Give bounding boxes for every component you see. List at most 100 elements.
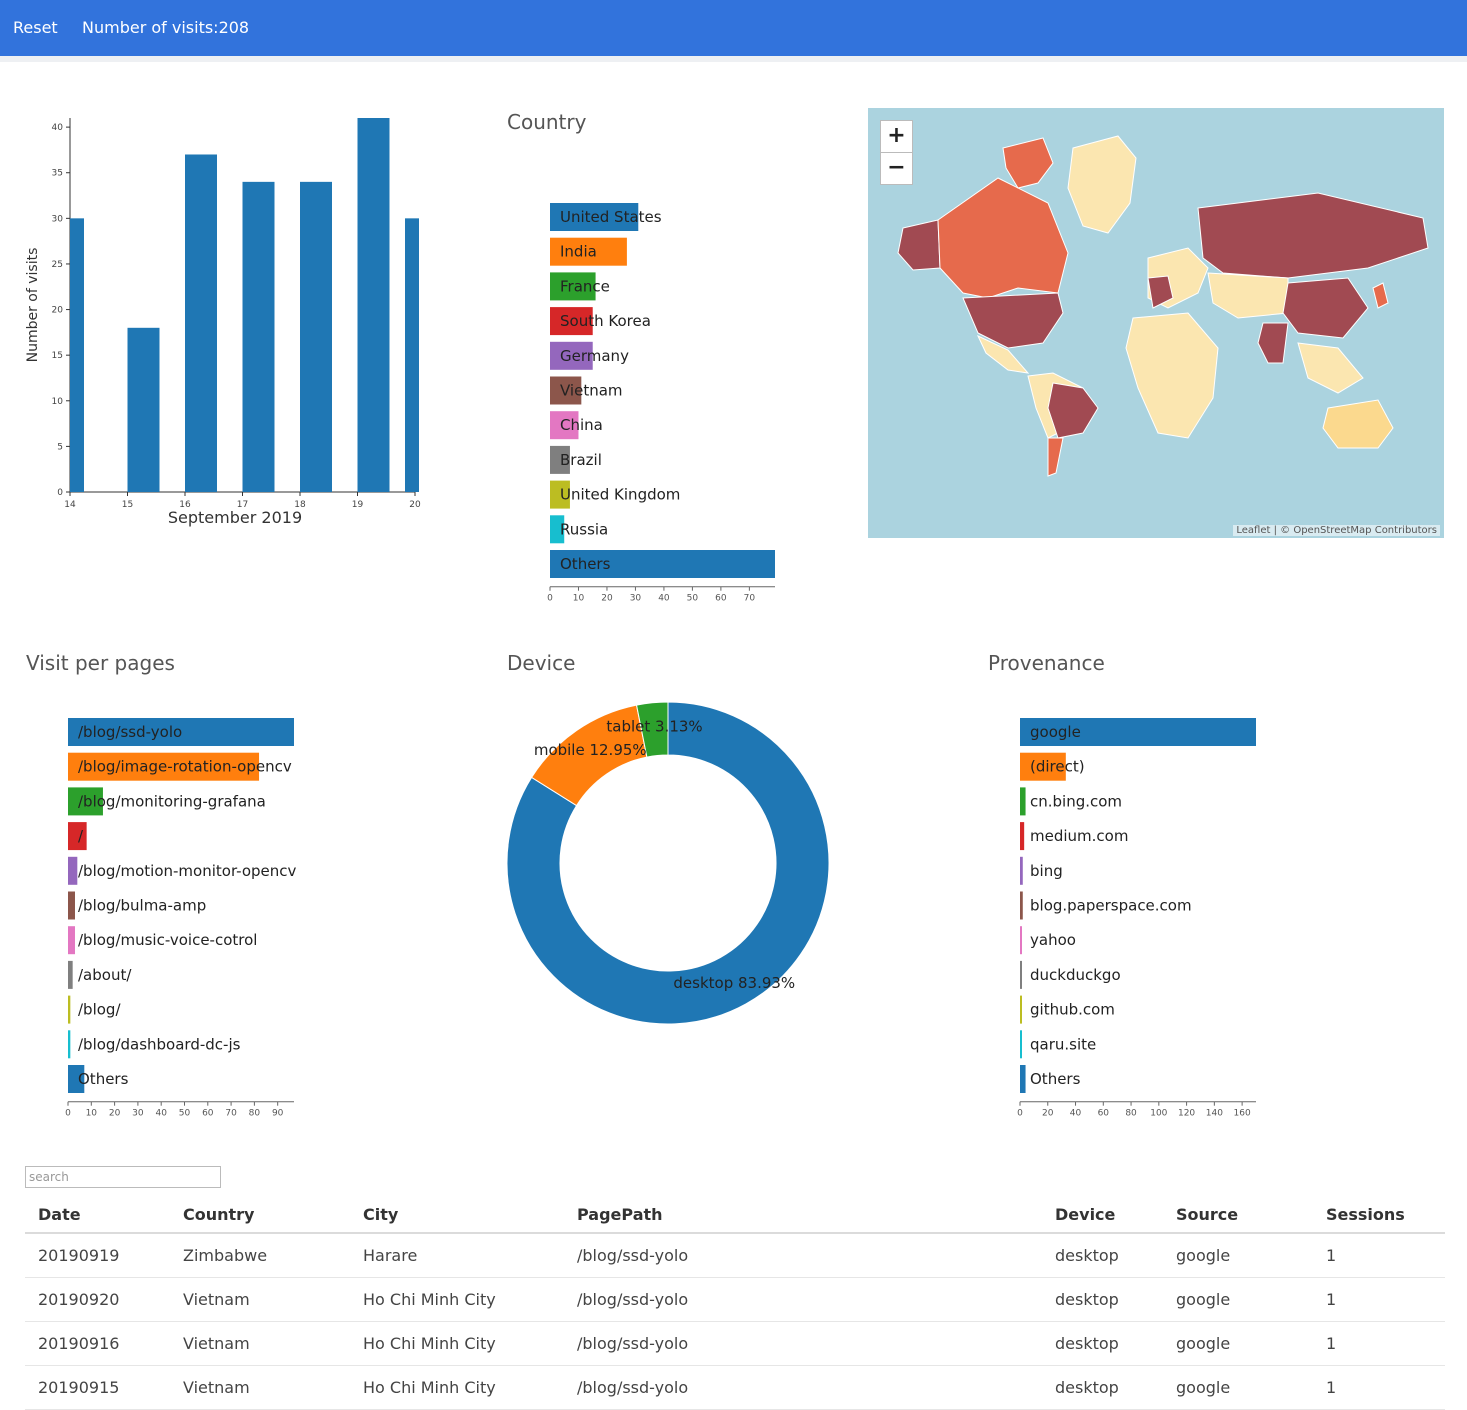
row-bar — [68, 856, 78, 885]
cell-date: 20190920 — [25, 1277, 170, 1322]
map-shapes — [897, 135, 1429, 477]
row-label: /blog/ssd-yolo — [78, 723, 182, 741]
row-bar — [550, 480, 570, 509]
cell-source: google — [1163, 1321, 1313, 1366]
x-axis-label: September 2019 — [168, 508, 302, 527]
table-row[interactable]: 20190920 Vietnam Ho Chi Minh City /blog/… — [25, 1277, 1445, 1322]
y-tick-label: 10 — [52, 397, 64, 407]
y-tick-label: 35 — [52, 169, 63, 179]
x-tick-label: 30 — [132, 1109, 144, 1119]
cell-sessions: 1 — [1313, 1233, 1445, 1278]
row-label: /about/ — [78, 966, 132, 984]
column-header-country[interactable]: Country — [170, 1196, 350, 1234]
map-attribution[interactable]: Leaflet | © OpenStreetMap Contributors — [1233, 525, 1440, 536]
x-tick-label: 14 — [64, 500, 76, 510]
y-tick-label: 20 — [52, 306, 64, 316]
row-bar — [1020, 995, 1022, 1024]
row-bar — [68, 995, 71, 1024]
row-bar — [68, 1065, 85, 1093]
device-title: Device — [507, 651, 576, 675]
row-label: United States — [560, 208, 662, 226]
x-tick-label: 30 — [630, 594, 642, 604]
column-header-city[interactable]: City — [350, 1196, 564, 1234]
row-bar — [1020, 1065, 1026, 1093]
device-donut-chart: desktop 83.93% mobile 12.95% tablet 3.13% — [506, 701, 830, 1025]
x-tick-label: 100 — [1150, 1109, 1167, 1119]
row-label: Others — [78, 1070, 129, 1088]
x-tick-label: 50 — [687, 594, 699, 604]
map-region-canada — [937, 177, 1069, 299]
visit-count: Number of visits:208 — [82, 18, 250, 37]
x-tick-label: 0 — [547, 594, 553, 604]
device-slice-tablet — [635, 701, 669, 758]
x-tick-label: 160 — [1234, 1109, 1251, 1119]
row-bar — [550, 341, 593, 370]
map-region-russia — [1197, 192, 1429, 279]
row-bar — [550, 237, 627, 266]
search-input[interactable] — [25, 1166, 221, 1188]
column-header-pagepath[interactable]: PagePath — [564, 1196, 1042, 1234]
cell-device: desktop — [1042, 1321, 1163, 1366]
zoom-in-button[interactable]: + — [880, 120, 913, 153]
visits-bar-chart: 0 5 10 15 20 25 30 35 40 14 15 16 17 18 19 20 September … — [25, 118, 421, 527]
row-label: /blog/monitoring-grafana — [78, 792, 266, 810]
x-tick-label: 20 — [409, 500, 421, 510]
visits-bar — [70, 218, 84, 492]
cell-source: google — [1163, 1277, 1313, 1322]
y-tick-label: 25 — [52, 260, 63, 270]
navbar: Reset Number of visits:208 — [0, 0, 1467, 56]
y-tick-label: 40 — [52, 123, 64, 133]
cell-country: Zimbabwe — [170, 1233, 350, 1278]
world-map[interactable]: + − Leaflet | © OpenStreetMap Contributo… — [868, 108, 1444, 538]
row-bar — [68, 718, 294, 746]
visits-bar — [127, 327, 160, 492]
zoom-out-button[interactable]: − — [880, 152, 913, 185]
map-region-southeast-asia — [1297, 342, 1364, 394]
row-bar — [1020, 891, 1023, 920]
row-bar — [550, 272, 596, 301]
y-tick-label: 15 — [52, 351, 63, 361]
cell-sessions: 1 — [1313, 1277, 1445, 1322]
row-label: Brazil — [560, 451, 602, 469]
row-label: /blog/music-voice-cotrol — [78, 931, 257, 949]
row-label: blog.paperspace.com — [1030, 897, 1192, 915]
column-header-sessions[interactable]: Sessions — [1313, 1196, 1445, 1234]
visits-bar — [300, 181, 332, 492]
map-region-australia — [1322, 399, 1394, 449]
provenance-title: Provenance — [988, 651, 1105, 675]
cell-device: desktop — [1042, 1233, 1163, 1278]
row-bar — [550, 203, 639, 231]
row-label: India — [560, 243, 597, 261]
cell-device: desktop — [1042, 1365, 1163, 1410]
row-label: duckduckgo — [1030, 966, 1121, 984]
column-header-device[interactable]: Device — [1042, 1196, 1163, 1234]
column-header-date[interactable]: Date — [25, 1196, 170, 1234]
x-tick-label: 120 — [1178, 1109, 1195, 1119]
row-label: /blog/image-rotation-opencv — [78, 758, 292, 776]
table-row[interactable]: 20190916 Vietnam Ho Chi Minh City /blog/… — [25, 1321, 1445, 1366]
column-header-source[interactable]: Source — [1163, 1196, 1313, 1234]
x-tick-label: 15 — [122, 500, 133, 510]
visits-bar — [185, 154, 217, 493]
cell-pagepath: /blog/ssd-yolo — [564, 1365, 1042, 1410]
row-label: Others — [560, 555, 611, 573]
row-bar — [1020, 926, 1022, 955]
pages-row-chart: /blog/ssd-yolo/blog/image-rotation-openc… — [65, 718, 297, 1119]
x-tick-label: 0 — [1017, 1109, 1023, 1119]
row-bar — [550, 411, 579, 440]
map-region-greenland — [1067, 135, 1137, 234]
map-region-africa — [1125, 312, 1219, 439]
map-region-western-europe — [1147, 275, 1174, 309]
table-row[interactable]: 20190915 Vietnam Ho Chi Minh City /blog/… — [25, 1365, 1445, 1410]
reset-button[interactable]: Reset — [13, 18, 58, 37]
row-bar — [68, 752, 260, 781]
x-tick-label: 20 — [601, 594, 613, 604]
navbar-divider — [0, 56, 1467, 62]
cell-pagepath: /blog/ssd-yolo — [564, 1321, 1042, 1366]
row-label: (direct) — [1030, 758, 1085, 776]
map-region-argentina — [1047, 437, 1064, 477]
map-region-middle-asia — [1207, 272, 1289, 319]
table-row[interactable]: 20190919 Zimbabwe Harare /blog/ssd-yolo … — [25, 1233, 1445, 1278]
provenance-row-chart: google (direct) cn.bing.com medium.com bing b… — [1017, 718, 1256, 1119]
y-tick-label: 5 — [57, 442, 63, 452]
